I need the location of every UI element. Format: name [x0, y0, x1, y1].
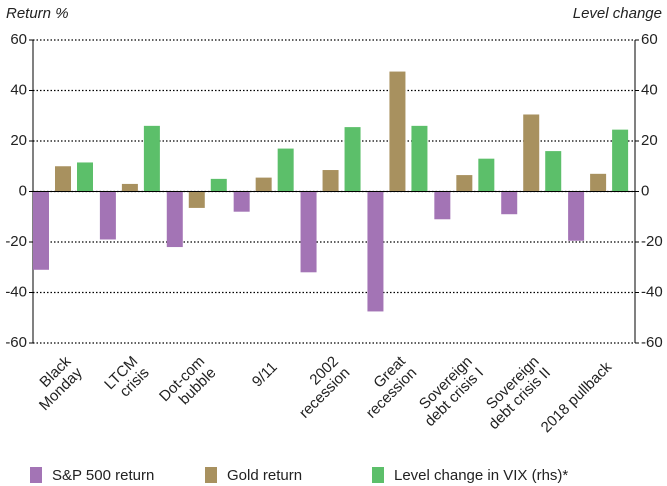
bar: [501, 191, 518, 215]
y2-tick-label: 20: [641, 132, 658, 149]
y-tick-label: 20: [10, 132, 27, 149]
y2-tick-label: -20: [641, 233, 663, 250]
x-tick-label: Sovereigndebt crisis I: [410, 353, 487, 430]
bar: [434, 191, 451, 220]
bar: [121, 183, 138, 192]
bar: [456, 175, 473, 192]
y-tick-label: 60: [10, 31, 27, 48]
bar: [411, 125, 428, 192]
bar: [523, 114, 540, 192]
legend-swatch: [372, 467, 384, 483]
bar: [344, 127, 361, 192]
bar: [300, 191, 317, 273]
x-tick-label: 2018 pullback: [538, 358, 616, 436]
legend-label: S&P 500 return: [52, 467, 154, 484]
x-tick-label: 2002recession: [285, 353, 354, 422]
y2-tick-label: 0: [641, 182, 649, 199]
x-tick-label: Greatrecession: [351, 352, 420, 421]
bar: [210, 178, 227, 192]
bar: [478, 158, 495, 192]
bar: [277, 148, 294, 192]
x-tick-label: BlackMonday: [25, 353, 86, 414]
legend-swatch: [30, 467, 42, 483]
y-tick-label: -60: [5, 334, 27, 351]
bar: [322, 170, 339, 192]
bar: [568, 191, 585, 241]
x-tick-label: LTCMcrisis: [101, 353, 152, 404]
legend-label: Gold return: [227, 467, 302, 484]
y2-tick-label: -60: [641, 334, 663, 351]
bar: [55, 166, 71, 192]
y2-tick-label: 40: [641, 81, 658, 98]
x-tick-label: 9/11: [249, 359, 281, 391]
y2-axis-title: Level change: [573, 5, 662, 22]
bar: [99, 191, 116, 240]
bar: [590, 173, 607, 192]
bar: [367, 191, 384, 312]
bar: [233, 191, 250, 212]
bar: [188, 191, 205, 208]
y-tick-label: 0: [19, 182, 27, 199]
legend-label: Level change in VIX (rhs)*: [394, 467, 568, 484]
bar: [143, 125, 160, 192]
bar: [612, 129, 629, 192]
y-tick-label: 40: [10, 81, 27, 98]
y2-tick-label: -40: [641, 283, 663, 300]
bar: [166, 191, 183, 248]
x-tick-label: Dot-combubble: [156, 353, 219, 416]
bar: [389, 71, 406, 192]
y-tick-label: -20: [5, 233, 27, 250]
legend-swatch: [205, 467, 217, 483]
bar: [545, 151, 562, 192]
bar: [33, 191, 49, 270]
bar: [77, 162, 93, 192]
bar: [255, 177, 272, 192]
y-axis-title: Return %: [6, 5, 69, 22]
y-tick-label: -40: [5, 283, 27, 300]
y2-tick-label: 60: [641, 31, 658, 48]
